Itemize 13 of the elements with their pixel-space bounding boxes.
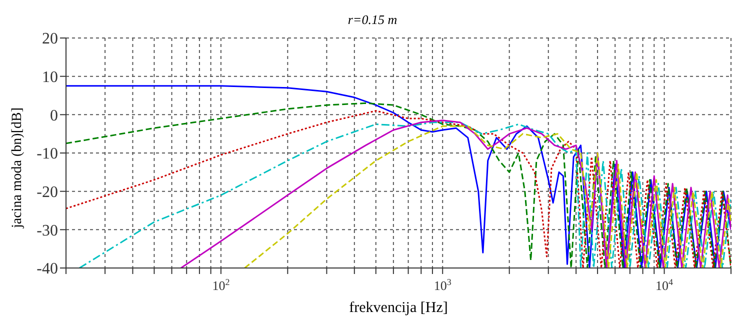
y-tick-label: 0 <box>50 107 58 124</box>
x-axis-title: frekvencija [Hz] <box>349 300 448 316</box>
y-tick-label: 10 <box>42 69 58 86</box>
y-tick-label: 20 <box>42 30 58 48</box>
chart-title: r=0.15 m <box>346 12 398 28</box>
x-tick-label: 10$^{2}$ <box>212 277 230 293</box>
y-tick-label: -20 <box>36 184 58 202</box>
x-tick-label: 10$^{3}$ <box>434 277 452 293</box>
y-axis-title: jacina moda (bn)[dB] <box>10 107 25 229</box>
y-tick-label: -40 <box>36 260 58 278</box>
y-tick-label: -30 <box>36 222 58 240</box>
y-tick-label: -10 <box>36 146 58 163</box>
x-tick-label: 10$^{4}$ <box>656 277 674 293</box>
